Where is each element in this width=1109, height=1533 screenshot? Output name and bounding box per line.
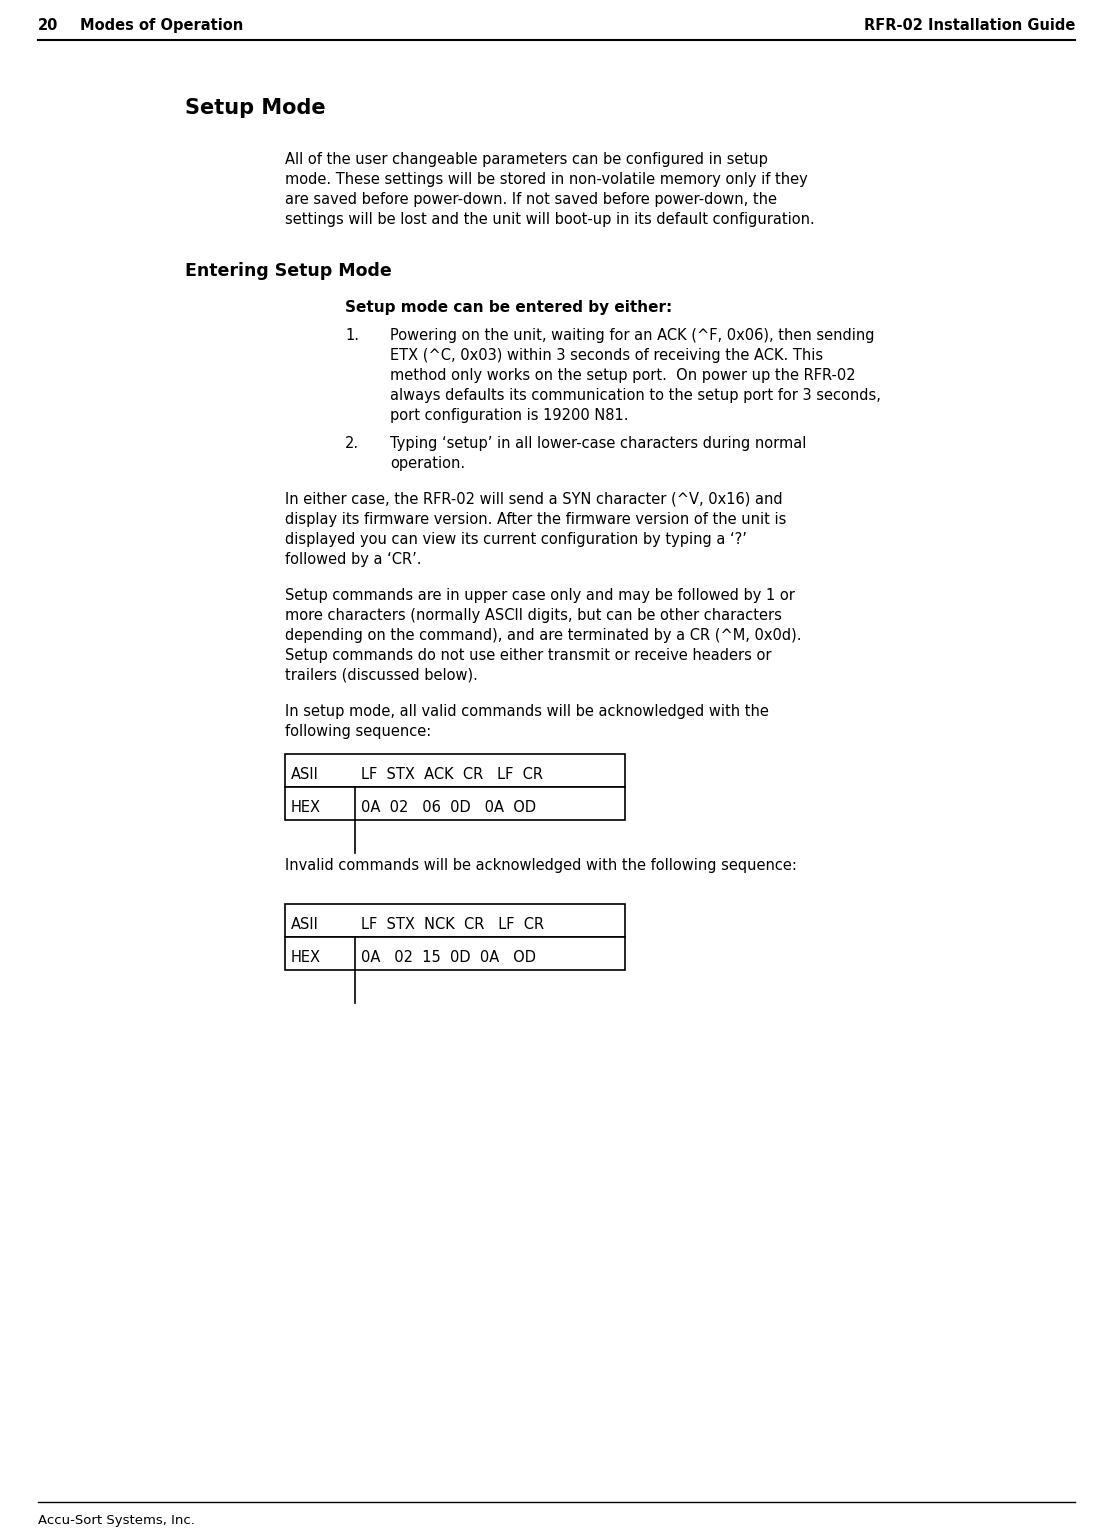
Bar [285,904,625,937]
Text: mode. These settings will be stored in non-volatile memory only if they: mode. These settings will be stored in n… [285,172,807,187]
Text: Typing ‘setup’ in all lower-case characters during normal: Typing ‘setup’ in all lower-case charact… [390,435,806,451]
Text: Entering Setup Mode: Entering Setup Mode [185,262,391,281]
Text: HEX: HEX [291,950,321,964]
Text: HEX: HEX [291,800,321,816]
Text: method only works on the setup port.  On power up the RFR-02: method only works on the setup port. On … [390,368,856,383]
Text: trailers (discussed below).: trailers (discussed below). [285,668,478,684]
Text: LF  STX  NCK  CR   LF  CR: LF STX NCK CR LF CR [362,917,545,932]
Text: RFR-02 Installation Guide: RFR-02 Installation Guide [864,18,1075,34]
Bar [285,937,625,970]
Text: more characters (normally ASCII digits, but can be other characters: more characters (normally ASCII digits, … [285,609,782,622]
Text: ASII: ASII [291,766,319,782]
Text: displayed you can view its current configuration by typing a ‘?’: displayed you can view its current confi… [285,532,746,547]
Text: operation.: operation. [390,455,465,471]
Text: 20: 20 [38,18,59,34]
Text: Invalid commands will be acknowledged with the following sequence:: Invalid commands will be acknowledged wi… [285,858,797,872]
Text: depending on the command), and are terminated by a CR (^M, 0x0d).: depending on the command), and are termi… [285,629,802,642]
Text: always defaults its communication to the setup port for 3 seconds,: always defaults its communication to the… [390,388,881,403]
Text: Accu-Sort Systems, Inc.: Accu-Sort Systems, Inc. [38,1515,195,1527]
Text: 1.: 1. [345,328,359,343]
Text: ASII: ASII [291,917,319,932]
Text: LF  STX  ACK  CR   LF  CR: LF STX ACK CR LF CR [362,766,543,782]
Text: followed by a ‘CR’.: followed by a ‘CR’. [285,552,421,567]
Bar [285,754,625,786]
Text: Setup commands are in upper case only and may be followed by 1 or: Setup commands are in upper case only an… [285,589,795,602]
Text: settings will be lost and the unit will boot-up in its default configuration.: settings will be lost and the unit will … [285,212,815,227]
Text: Modes of Operation: Modes of Operation [80,18,243,34]
Text: 0A   02  15  0D  0A   OD: 0A 02 15 0D 0A OD [362,950,536,964]
Text: are saved before power-down. If not saved before power-down, the: are saved before power-down. If not save… [285,192,777,207]
Text: All of the user changeable parameters can be configured in setup: All of the user changeable parameters ca… [285,152,767,167]
Text: port configuration is 19200 N81.: port configuration is 19200 N81. [390,408,629,423]
Text: Powering on the unit, waiting for an ACK (^F, 0x06), then sending: Powering on the unit, waiting for an ACK… [390,328,875,343]
Text: display its firmware version. After the firmware version of the unit is: display its firmware version. After the … [285,512,786,527]
Text: In setup mode, all valid commands will be acknowledged with the: In setup mode, all valid commands will b… [285,704,769,719]
Text: ETX (^C, 0x03) within 3 seconds of receiving the ACK. This: ETX (^C, 0x03) within 3 seconds of recei… [390,348,823,363]
Bar [285,786,625,820]
Text: Setup Mode: Setup Mode [185,98,326,118]
Text: 2.: 2. [345,435,359,451]
Text: Setup mode can be entered by either:: Setup mode can be entered by either: [345,300,672,314]
Text: Setup commands do not use either transmit or receive headers or: Setup commands do not use either transmi… [285,648,772,662]
Text: In either case, the RFR-02 will send a SYN character (^V, 0x16) and: In either case, the RFR-02 will send a S… [285,492,783,507]
Text: following sequence:: following sequence: [285,724,431,739]
Text: 0A  02   06  0D   0A  OD: 0A 02 06 0D 0A OD [362,800,536,816]
